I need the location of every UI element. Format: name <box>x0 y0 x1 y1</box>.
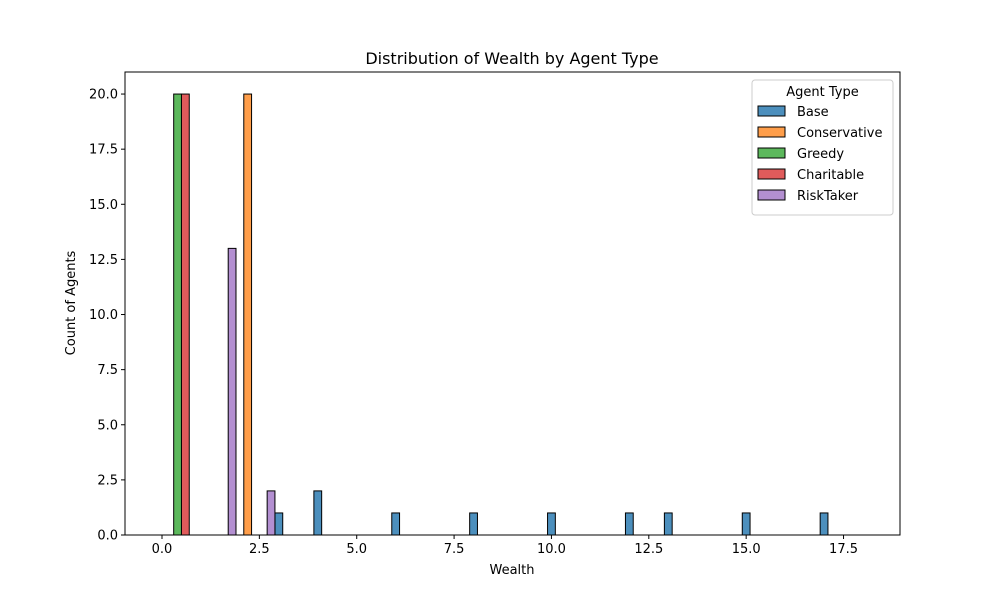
legend-label-charitable: Charitable <box>797 168 864 183</box>
bar-base-4 <box>547 512 556 536</box>
bar-base-7 <box>741 512 751 536</box>
legend-label-conservative: Conservative <box>797 126 882 141</box>
legend-swatch-charitable <box>757 168 786 180</box>
x-tick-label: 17.5 <box>829 542 858 557</box>
legend-label-base: Base <box>797 105 829 120</box>
legend: Agent Type Base Conservative Greedy Charitab… <box>751 79 894 216</box>
y-tick-label: 0.0 <box>97 529 118 544</box>
bar-base-8 <box>819 512 829 536</box>
y-tick-label: 17.5 <box>89 143 118 158</box>
y-tick-label: 10.0 <box>89 308 118 323</box>
bar-risktaker-0 <box>227 247 237 536</box>
legend-swatch-risktaker <box>757 189 786 201</box>
legend-label-risktaker: RiskTaker <box>797 189 859 204</box>
bar-base-2 <box>391 512 401 536</box>
bars-group <box>173 93 829 536</box>
y-tick-label: 20.0 <box>89 88 118 103</box>
chart-title: Distribution of Wealth by Agent Type <box>365 49 658 68</box>
bar-conservative-0 <box>243 93 253 536</box>
y-tick-label: 15.0 <box>89 198 118 213</box>
bar-base-6 <box>663 512 673 536</box>
x-axis: 0.0 2.5 5.0 7.5 10.0 12.5 15.0 17.5 <box>152 535 858 557</box>
x-tick-label: 7.5 <box>444 542 465 557</box>
y-axis: 0.0 2.5 5.0 7.5 10.0 12.5 15.0 17.5 20.0 <box>89 88 125 544</box>
x-axis-title: Wealth <box>489 563 534 578</box>
legend-swatch-conservative <box>757 126 786 138</box>
bar-risktaker-1 <box>266 490 276 536</box>
y-axis-title: Count of Agents <box>64 250 79 355</box>
legend-label-greedy: Greedy <box>797 147 844 162</box>
bar-charitable-0 <box>180 93 190 536</box>
x-tick-label: 0.0 <box>152 542 173 557</box>
y-tick-label: 2.5 <box>97 473 118 488</box>
plot-frame <box>124 71 901 536</box>
x-tick-label: 15.0 <box>732 542 761 557</box>
legend-swatch-greedy <box>757 147 786 159</box>
bar-base-1 <box>313 490 323 536</box>
legend-swatch-base <box>757 105 786 117</box>
x-tick-label: 2.5 <box>249 542 270 557</box>
y-tick-label: 5.0 <box>97 418 118 433</box>
bar-greedy-0 <box>173 93 182 536</box>
legend-title: Agent Type <box>786 85 858 100</box>
bar-base-3 <box>469 512 478 536</box>
y-tick-label: 12.5 <box>89 253 118 268</box>
bar-base-5 <box>624 512 634 536</box>
x-tick-label: 5.0 <box>346 542 367 557</box>
legend-box <box>751 79 894 216</box>
y-tick-label: 7.5 <box>97 363 118 378</box>
x-tick-label: 10.0 <box>537 542 566 557</box>
bar-base-0 <box>274 512 284 536</box>
x-tick-label: 12.5 <box>634 542 663 557</box>
